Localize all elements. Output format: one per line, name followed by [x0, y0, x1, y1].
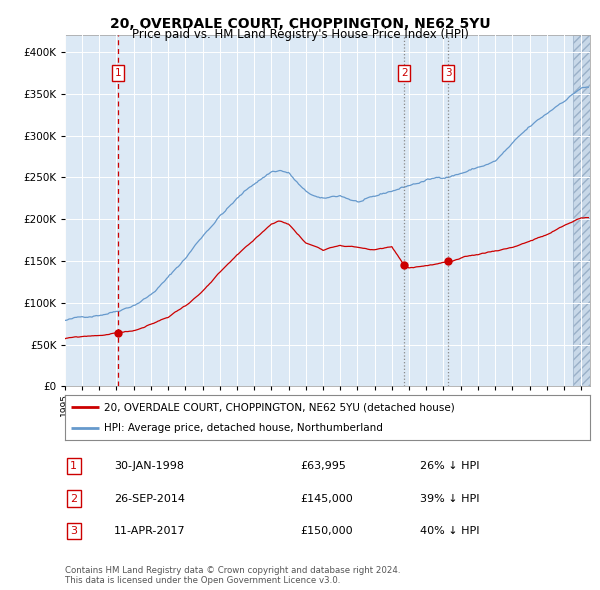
Text: Price paid vs. HM Land Registry's House Price Index (HPI): Price paid vs. HM Land Registry's House … [131, 28, 469, 41]
Text: 20, OVERDALE COURT, CHOPPINGTON, NE62 5YU (detached house): 20, OVERDALE COURT, CHOPPINGTON, NE62 5Y… [104, 402, 455, 412]
Text: £63,995: £63,995 [300, 461, 346, 471]
Text: 3: 3 [445, 68, 452, 78]
Text: £145,000: £145,000 [300, 494, 353, 503]
Text: 1: 1 [70, 461, 77, 471]
Text: 39% ↓ HPI: 39% ↓ HPI [420, 494, 479, 503]
Text: 30-JAN-1998: 30-JAN-1998 [114, 461, 184, 471]
Text: 26-SEP-2014: 26-SEP-2014 [114, 494, 185, 503]
Text: 2: 2 [401, 68, 408, 78]
Text: 3: 3 [70, 526, 77, 536]
Text: Contains HM Land Registry data © Crown copyright and database right 2024.
This d: Contains HM Land Registry data © Crown c… [65, 566, 400, 585]
Text: HPI: Average price, detached house, Northumberland: HPI: Average price, detached house, Nort… [104, 422, 383, 432]
Text: 20, OVERDALE COURT, CHOPPINGTON, NE62 5YU: 20, OVERDALE COURT, CHOPPINGTON, NE62 5Y… [110, 17, 490, 31]
Text: 11-APR-2017: 11-APR-2017 [114, 526, 185, 536]
Text: 40% ↓ HPI: 40% ↓ HPI [420, 526, 479, 536]
Text: 2: 2 [70, 494, 77, 503]
Text: 1: 1 [115, 68, 121, 78]
Text: £150,000: £150,000 [300, 526, 353, 536]
Text: 26% ↓ HPI: 26% ↓ HPI [420, 461, 479, 471]
